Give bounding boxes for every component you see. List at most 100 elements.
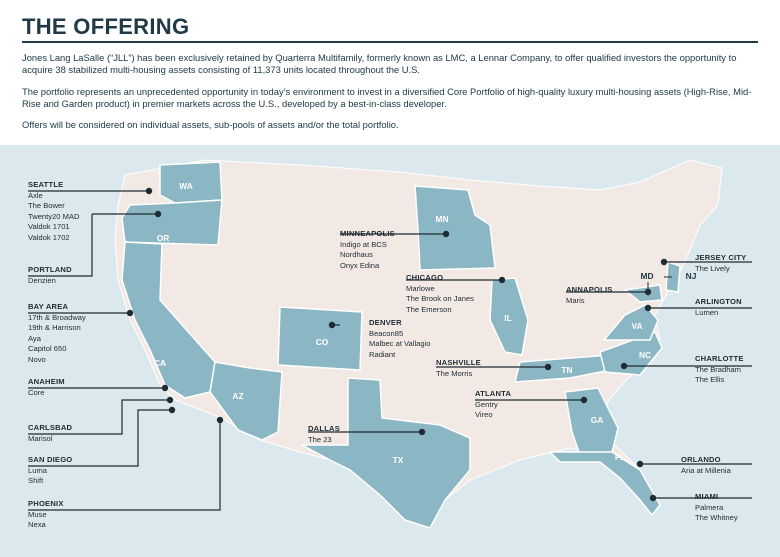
- state-label-va: VA: [631, 321, 643, 331]
- market-san-diego: SAN DIEGO Luma Shift: [28, 455, 72, 487]
- property: Nexa: [28, 520, 46, 529]
- dot-seattle: [145, 187, 153, 195]
- market-miami: MIAMI Palmera The Whitney: [695, 492, 738, 524]
- dot-san-diego: [168, 406, 176, 414]
- property: Twenty20 MAD: [28, 211, 80, 221]
- leader-phoenix: [28, 420, 221, 511]
- market-city: NASHVILLE: [436, 358, 481, 367]
- market-annapolis: ANNAPOLIS Maris: [566, 285, 613, 306]
- state-co: [277, 306, 363, 371]
- market-city: CHARLOTTE: [695, 354, 744, 363]
- property: Radiant: [369, 349, 396, 359]
- property: Capitol 650: [28, 344, 67, 353]
- market-bay-area: BAY AREA 17th & Broadway 19th & Harrison…: [28, 302, 86, 365]
- leader-carlsbad: [28, 399, 170, 435]
- property: Novo: [28, 354, 46, 364]
- property: The Morris: [436, 368, 473, 378]
- property: The Bower: [28, 201, 65, 210]
- dot-nashville: [544, 363, 552, 371]
- property: Indigo at BCS: [340, 239, 387, 249]
- property: Aria at Millenia: [681, 465, 731, 475]
- dot-chicago: [498, 276, 506, 284]
- property: The Whitney: [695, 513, 738, 522]
- property: Lumen: [695, 307, 719, 317]
- market-dallas: DALLAS The 23: [308, 424, 340, 445]
- dot-arlington: [644, 304, 652, 312]
- dot-atlanta: [580, 396, 588, 404]
- market-arlington: ARLINGTON Lumen: [695, 297, 742, 318]
- property: Shift: [28, 476, 44, 485]
- state-label-wa: WA: [179, 181, 193, 191]
- market-city: ARLINGTON: [695, 297, 742, 306]
- state-nj: [665, 260, 681, 293]
- dot-annapolis: [644, 288, 652, 296]
- market-city: MIAMI: [695, 492, 719, 501]
- market-anaheim: ANAHEIM Core: [28, 377, 65, 398]
- property: Muse: [28, 509, 47, 519]
- title-divider: [22, 41, 758, 43]
- property: Core: [28, 387, 45, 397]
- state-tn: [514, 354, 622, 383]
- dot-dallas: [418, 428, 426, 436]
- property: Vireo: [475, 410, 493, 419]
- market-city: PHOENIX: [28, 499, 64, 508]
- market-portland: PORTLAND Denzien: [28, 265, 72, 286]
- market-nashville: NASHVILLE The Morris: [436, 358, 481, 379]
- dot-minneapolis: [442, 230, 450, 238]
- page-title: THE OFFERING: [22, 14, 190, 39]
- state-or: [121, 199, 223, 246]
- portfolio-paragraph: The portfolio represents an unprecedente…: [22, 86, 752, 110]
- market-city: MINNEAPOLIS: [340, 229, 395, 238]
- market-seattle: SEATTLE Axle The Bower Twenty20 MAD Vald…: [28, 180, 80, 243]
- market-phoenix: PHOENIX Muse Nexa: [28, 499, 64, 531]
- dot-jersey-city: [660, 258, 668, 266]
- property: Marisol: [28, 433, 53, 443]
- dot-phoenix: [216, 416, 224, 424]
- market-city: ANNAPOLIS: [566, 285, 613, 294]
- state-va: [602, 304, 659, 341]
- dot-portland: [154, 210, 162, 218]
- market-minneapolis: MINNEAPOLIS Indigo at BCS Nordhaus Onyx …: [340, 229, 395, 271]
- property: Luma: [28, 465, 47, 475]
- dot-bay-area: [126, 309, 134, 317]
- state-label-nc: NC: [638, 350, 652, 360]
- state-label-md: MD: [640, 271, 654, 281]
- property: The Lively: [695, 263, 730, 273]
- state-label-nj: NJ: [685, 271, 697, 281]
- state-label-il: IL: [504, 313, 512, 323]
- market-city: ATLANTA: [475, 389, 512, 398]
- state-il: [489, 277, 529, 356]
- header: THE OFFERING Jones Lang LaSalle (“JLL”) …: [0, 0, 780, 145]
- property: Onyx Edina: [340, 260, 380, 270]
- property: Axle: [28, 190, 43, 200]
- property: Valdok 1702: [28, 232, 70, 242]
- leader-portland: [28, 214, 93, 277]
- state-label-tn: TN: [561, 365, 573, 375]
- market-city: PORTLAND: [28, 265, 72, 274]
- property: Palmera: [695, 502, 724, 512]
- market-city: JERSEY CITY: [695, 253, 747, 262]
- dot-denver: [328, 321, 336, 329]
- property: 17th & Broadway: [28, 312, 86, 322]
- property: The 23: [308, 434, 332, 444]
- market-city: SAN DIEGO: [28, 455, 73, 464]
- market-city: ANAHEIM: [28, 377, 65, 386]
- property: 19th & Harrison: [28, 323, 81, 332]
- state-label-fl: FL: [614, 452, 626, 462]
- state-label-ga: GA: [590, 415, 604, 425]
- property: Denzien: [28, 275, 56, 285]
- offers-paragraph: Offers will be considered on individual …: [22, 119, 399, 130]
- property: The Emerson: [406, 304, 452, 314]
- state-label-ca: CA: [153, 358, 167, 368]
- state-ca: [121, 241, 216, 399]
- market-denver: DENVER Beacon85 Malbec at Vallagio Radia…: [369, 318, 431, 360]
- market-atlanta: ATLANTA Gentry Vireo: [475, 389, 511, 421]
- market-carlsbad: CARLSBAD Marisol: [28, 423, 72, 444]
- state-label-co: CO: [315, 337, 329, 347]
- dot-miami: [649, 494, 657, 502]
- dot-charlotte: [620, 362, 628, 370]
- dot-anaheim: [161, 384, 169, 392]
- market-city: ORLANDO: [681, 455, 721, 464]
- property: Marlowe: [406, 283, 435, 293]
